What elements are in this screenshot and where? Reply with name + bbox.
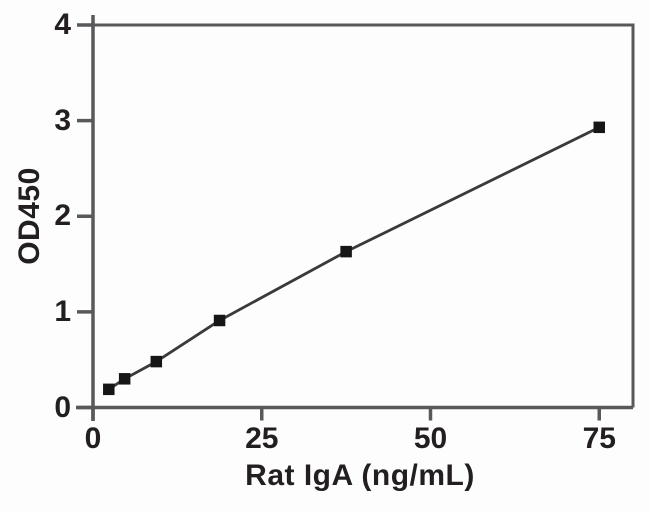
data-point-marker	[103, 383, 115, 396]
y-tick-label: 2	[54, 199, 71, 233]
data-point-marker	[340, 245, 352, 258]
y-tick-label: 4	[54, 8, 71, 41]
data-point-marker	[593, 121, 605, 134]
axes-layer	[76, 15, 635, 421]
x-tick-label: 75	[582, 422, 616, 455]
standard-curve-line	[107, 125, 601, 391]
data-point-marker	[150, 355, 163, 368]
x-tick-label: 0	[84, 422, 102, 455]
data-point-marker	[213, 314, 226, 327]
data-point-marker	[118, 373, 131, 385]
y-tick-label: 3	[54, 103, 71, 137]
x-axis-title: Rat IgA (ng/mL)	[245, 459, 475, 492]
y-tick-label: 1	[54, 294, 71, 328]
y-tick-label: 0	[54, 390, 71, 424]
x-tick-label: 50	[413, 422, 448, 455]
x-tick-label: 25	[245, 422, 279, 455]
data-series-layer	[103, 121, 605, 396]
y-axis-title: OD450	[13, 167, 46, 265]
